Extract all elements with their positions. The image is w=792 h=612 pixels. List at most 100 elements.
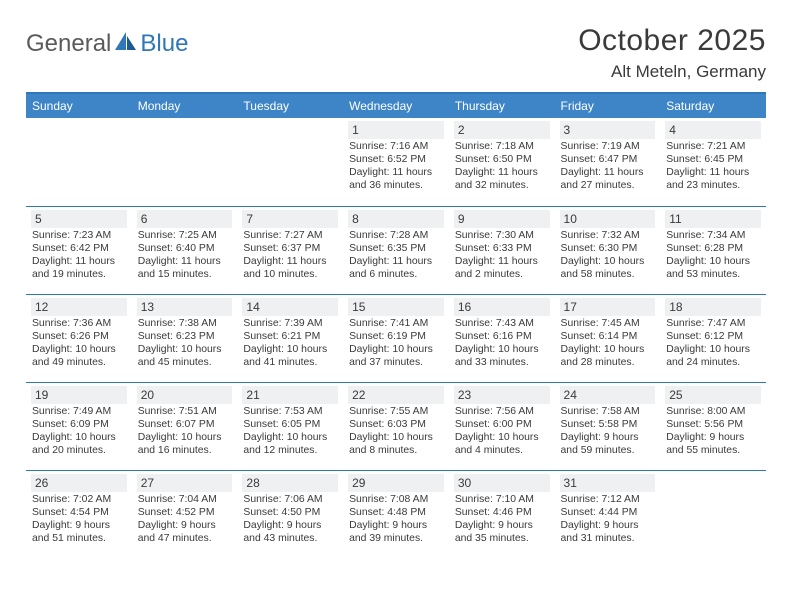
calendar-cell: 29Sunrise: 7:08 AMSunset: 4:48 PMDayligh…	[343, 470, 449, 558]
calendar-cell: 30Sunrise: 7:10 AMSunset: 4:46 PMDayligh…	[449, 470, 555, 558]
sunset-text: Sunset: 5:56 PM	[666, 418, 760, 431]
calendar-cell: 6Sunrise: 7:25 AMSunset: 6:40 PMDaylight…	[132, 206, 238, 294]
sunrise-text: Sunrise: 7:08 AM	[349, 493, 443, 506]
day-header: Tuesday	[237, 94, 343, 118]
day-number: 20	[137, 386, 233, 404]
day-info: Sunrise: 7:19 AMSunset: 6:47 PMDaylight:…	[560, 140, 656, 192]
daylight-text: Daylight: 11 hours and 36 minutes.	[349, 166, 443, 192]
calendar-week-row: 26Sunrise: 7:02 AMSunset: 4:54 PMDayligh…	[26, 470, 766, 558]
daylight-text: Daylight: 10 hours and 24 minutes.	[666, 343, 760, 369]
day-info: Sunrise: 7:56 AMSunset: 6:00 PMDaylight:…	[454, 405, 550, 457]
sunrise-text: Sunrise: 7:16 AM	[349, 140, 443, 153]
calendar-body: 1Sunrise: 7:16 AMSunset: 6:52 PMDaylight…	[26, 118, 766, 558]
sunset-text: Sunset: 6:07 PM	[138, 418, 232, 431]
calendar-cell: 1Sunrise: 7:16 AMSunset: 6:52 PMDaylight…	[343, 118, 449, 206]
day-info: Sunrise: 7:39 AMSunset: 6:21 PMDaylight:…	[242, 317, 338, 369]
day-number: 9	[454, 210, 550, 228]
daylight-text: Daylight: 10 hours and 16 minutes.	[138, 431, 232, 457]
sunrise-text: Sunrise: 7:32 AM	[561, 229, 655, 242]
day-header: Monday	[132, 94, 238, 118]
sunset-text: Sunset: 6:35 PM	[349, 242, 443, 255]
sunset-text: Sunset: 6:42 PM	[32, 242, 126, 255]
daylight-text: Daylight: 9 hours and 59 minutes.	[561, 431, 655, 457]
day-info: Sunrise: 7:23 AMSunset: 6:42 PMDaylight:…	[31, 229, 127, 281]
day-number: 21	[242, 386, 338, 404]
sunrise-text: Sunrise: 7:34 AM	[666, 229, 760, 242]
day-info: Sunrise: 7:02 AMSunset: 4:54 PMDaylight:…	[31, 493, 127, 545]
calendar-cell: 16Sunrise: 7:43 AMSunset: 6:16 PMDayligh…	[449, 294, 555, 382]
day-info: Sunrise: 7:12 AMSunset: 4:44 PMDaylight:…	[560, 493, 656, 545]
day-info: Sunrise: 7:51 AMSunset: 6:07 PMDaylight:…	[137, 405, 233, 457]
sunrise-text: Sunrise: 7:47 AM	[666, 317, 760, 330]
calendar-cell: 22Sunrise: 7:55 AMSunset: 6:03 PMDayligh…	[343, 382, 449, 470]
day-number: 3	[560, 121, 656, 139]
sunrise-text: Sunrise: 8:00 AM	[666, 405, 760, 418]
day-info: Sunrise: 7:27 AMSunset: 6:37 PMDaylight:…	[242, 229, 338, 281]
sunrise-text: Sunrise: 7:51 AM	[138, 405, 232, 418]
calendar-cell: 3Sunrise: 7:19 AMSunset: 6:47 PMDaylight…	[555, 118, 661, 206]
sunrise-text: Sunrise: 7:56 AM	[455, 405, 549, 418]
sunrise-text: Sunrise: 7:19 AM	[561, 140, 655, 153]
day-number: 2	[454, 121, 550, 139]
daylight-text: Daylight: 11 hours and 27 minutes.	[561, 166, 655, 192]
calendar-cell: 23Sunrise: 7:56 AMSunset: 6:00 PMDayligh…	[449, 382, 555, 470]
sail-icon	[115, 32, 137, 57]
sunrise-text: Sunrise: 7:38 AM	[138, 317, 232, 330]
day-number: 10	[560, 210, 656, 228]
day-number: 18	[665, 298, 761, 316]
sunset-text: Sunset: 6:09 PM	[32, 418, 126, 431]
day-info: Sunrise: 7:08 AMSunset: 4:48 PMDaylight:…	[348, 493, 444, 545]
calendar-cell: 26Sunrise: 7:02 AMSunset: 4:54 PMDayligh…	[26, 470, 132, 558]
sunrise-text: Sunrise: 7:23 AM	[32, 229, 126, 242]
daylight-text: Daylight: 10 hours and 37 minutes.	[349, 343, 443, 369]
calendar-cell: 11Sunrise: 7:34 AMSunset: 6:28 PMDayligh…	[660, 206, 766, 294]
sunrise-text: Sunrise: 7:36 AM	[32, 317, 126, 330]
daylight-text: Daylight: 11 hours and 19 minutes.	[32, 255, 126, 281]
sunset-text: Sunset: 4:44 PM	[561, 506, 655, 519]
day-number: 16	[454, 298, 550, 316]
sunrise-text: Sunrise: 7:30 AM	[455, 229, 549, 242]
calendar-cell: 31Sunrise: 7:12 AMSunset: 4:44 PMDayligh…	[555, 470, 661, 558]
daylight-text: Daylight: 10 hours and 12 minutes.	[243, 431, 337, 457]
day-info: Sunrise: 7:41 AMSunset: 6:19 PMDaylight:…	[348, 317, 444, 369]
sunset-text: Sunset: 6:16 PM	[455, 330, 549, 343]
daylight-text: Daylight: 10 hours and 20 minutes.	[32, 431, 126, 457]
sunset-text: Sunset: 6:26 PM	[32, 330, 126, 343]
sunset-text: Sunset: 6:23 PM	[138, 330, 232, 343]
calendar-cell	[237, 118, 343, 206]
sunrise-text: Sunrise: 7:27 AM	[243, 229, 337, 242]
sunset-text: Sunset: 6:52 PM	[349, 153, 443, 166]
sunset-text: Sunset: 6:12 PM	[666, 330, 760, 343]
calendar-cell: 24Sunrise: 7:58 AMSunset: 5:58 PMDayligh…	[555, 382, 661, 470]
calendar-cell: 25Sunrise: 8:00 AMSunset: 5:56 PMDayligh…	[660, 382, 766, 470]
sunset-text: Sunset: 4:46 PM	[455, 506, 549, 519]
sunrise-text: Sunrise: 7:04 AM	[138, 493, 232, 506]
sunrise-text: Sunrise: 7:28 AM	[349, 229, 443, 242]
day-info: Sunrise: 7:45 AMSunset: 6:14 PMDaylight:…	[560, 317, 656, 369]
brand-part1: General	[26, 30, 111, 58]
day-info: Sunrise: 8:00 AMSunset: 5:56 PMDaylight:…	[665, 405, 761, 457]
header: General Blue October 2025 Alt Meteln, Ge…	[26, 24, 766, 82]
daylight-text: Daylight: 9 hours and 47 minutes.	[138, 519, 232, 545]
daylight-text: Daylight: 11 hours and 32 minutes.	[455, 166, 549, 192]
sunset-text: Sunset: 6:40 PM	[138, 242, 232, 255]
day-header: Sunday	[26, 94, 132, 118]
sunset-text: Sunset: 6:28 PM	[666, 242, 760, 255]
day-info: Sunrise: 7:34 AMSunset: 6:28 PMDaylight:…	[665, 229, 761, 281]
day-number: 31	[560, 474, 656, 492]
sunset-text: Sunset: 6:45 PM	[666, 153, 760, 166]
daylight-text: Daylight: 9 hours and 31 minutes.	[561, 519, 655, 545]
sunset-text: Sunset: 5:58 PM	[561, 418, 655, 431]
day-info: Sunrise: 7:36 AMSunset: 6:26 PMDaylight:…	[31, 317, 127, 369]
sunset-text: Sunset: 6:30 PM	[561, 242, 655, 255]
daylight-text: Daylight: 10 hours and 53 minutes.	[666, 255, 760, 281]
daylight-text: Daylight: 11 hours and 2 minutes.	[455, 255, 549, 281]
sunset-text: Sunset: 6:03 PM	[349, 418, 443, 431]
sunset-text: Sunset: 6:05 PM	[243, 418, 337, 431]
daylight-text: Daylight: 10 hours and 58 minutes.	[561, 255, 655, 281]
calendar-cell: 18Sunrise: 7:47 AMSunset: 6:12 PMDayligh…	[660, 294, 766, 382]
day-number: 30	[454, 474, 550, 492]
day-info: Sunrise: 7:38 AMSunset: 6:23 PMDaylight:…	[137, 317, 233, 369]
day-number: 23	[454, 386, 550, 404]
sunset-text: Sunset: 6:00 PM	[455, 418, 549, 431]
